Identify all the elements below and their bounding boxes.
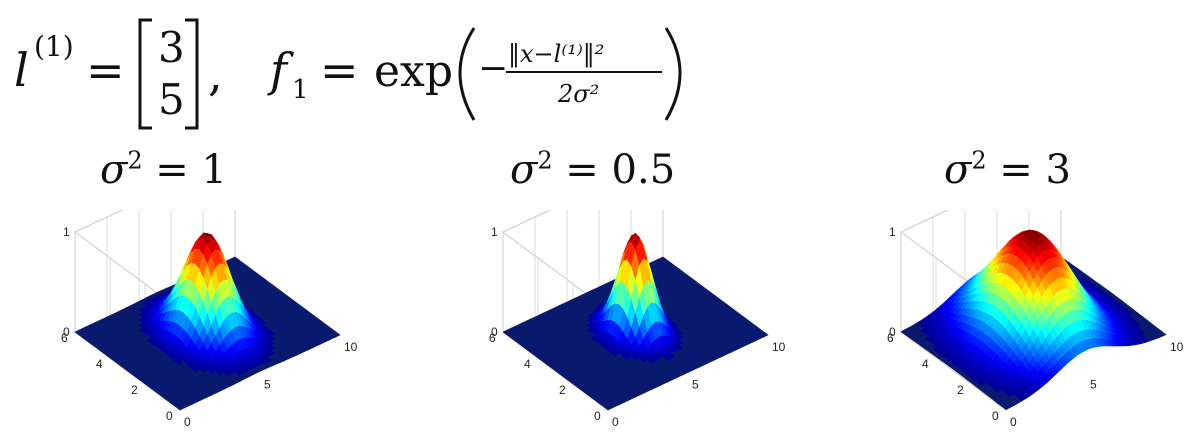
y-tick-label: 5 — [692, 378, 699, 392]
top-edge — [74, 210, 181, 311]
z-tick-label: 0 — [889, 325, 896, 339]
top-edge — [502, 210, 609, 311]
x-tick-label: 6 — [61, 331, 68, 345]
x-tick-label: 0 — [166, 409, 173, 423]
fraction-denominator: 2σ² — [557, 80, 599, 108]
vector-bottom: 5 — [158, 75, 185, 124]
panel-3-sigma-value: 3 — [1045, 147, 1071, 193]
z-tick-label: 0 — [63, 325, 70, 339]
y-tick-label: 0 — [184, 415, 191, 429]
separator-comma: , — [208, 47, 223, 101]
panel-2-title: σ2 = 0.5 — [510, 146, 676, 193]
minus-sign: − — [478, 48, 508, 89]
x-tick-label: 2 — [957, 383, 964, 397]
exp-function: exp — [374, 46, 453, 97]
z-tick-label: 0 — [491, 325, 498, 339]
x-tick-label: 6 — [887, 331, 894, 345]
surface-plot-1: 0 1 0 2 4 6 0 5 10 — [30, 210, 360, 434]
surface-plot-3: 0 1 0 2 4 6 0 5 10 — [856, 210, 1186, 434]
feature-symbol: f — [267, 43, 294, 97]
panel-1-title: σ2 = 1 — [100, 146, 227, 193]
equals-sign-2: = — [320, 43, 359, 97]
x-tick-label: 0 — [594, 409, 601, 423]
landmark-superscript: (1) — [34, 30, 74, 63]
surface-patch — [759, 331, 769, 338]
surface-patch — [1157, 331, 1167, 337]
y-tick-label: 0 — [612, 415, 619, 429]
right-bracket — [185, 18, 199, 130]
surface-plot-2: 0 1 0 2 4 6 0 5 10 — [458, 210, 788, 434]
equals-sign: = — [86, 43, 125, 97]
surface-patch — [331, 331, 341, 338]
z-tick-label: 1 — [491, 225, 498, 239]
landmark-symbol: l — [14, 43, 29, 97]
x-tick-label: 0 — [992, 409, 999, 423]
right-paren — [664, 27, 682, 121]
y-tick-label: 10 — [772, 340, 786, 354]
y-tick-label: 10 — [1170, 340, 1184, 354]
x-tick-label: 4 — [524, 357, 531, 371]
z-tick-label: 1 — [889, 225, 896, 239]
panel-3-title: σ2 = 3 — [944, 146, 1071, 193]
x-tick-label: 2 — [131, 383, 138, 397]
z-tick-label: 1 — [63, 225, 70, 239]
x-tick-label: 4 — [96, 357, 103, 371]
panel-1-sigma-value: 1 — [201, 147, 227, 193]
feature-subscript: 1 — [292, 75, 309, 105]
fraction-numerator: ‖x−l⁽¹⁾‖² — [508, 40, 604, 69]
vector-top: 3 — [158, 23, 185, 72]
panel-2-sigma-value: 0.5 — [611, 147, 676, 193]
y-tick-label: 10 — [344, 340, 358, 354]
y-tick-label: 5 — [1090, 378, 1097, 392]
gaussian-surface — [900, 229, 1167, 411]
left-bracket — [138, 18, 152, 130]
gaussian-surface — [74, 232, 341, 411]
kernel-formula: l (1) = 3 5 , f 1 = exp − ‖x−l⁽¹⁾‖² 2σ² — [14, 18, 682, 130]
y-tick-label: 0 — [1010, 415, 1017, 429]
x-tick-label: 6 — [489, 331, 496, 345]
gaussian-surface — [502, 232, 769, 411]
left-paren — [458, 27, 476, 121]
x-tick-label: 2 — [559, 383, 566, 397]
x-tick-label: 4 — [922, 357, 929, 371]
y-tick-label: 5 — [264, 378, 271, 392]
